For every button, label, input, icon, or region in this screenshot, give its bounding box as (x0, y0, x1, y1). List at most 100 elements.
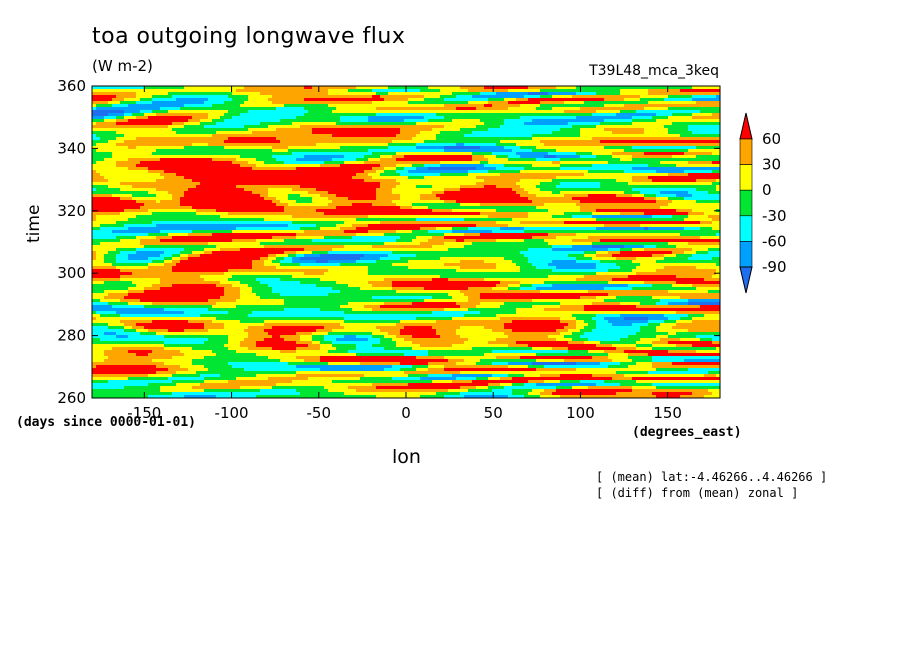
field-cell (620, 122, 625, 126)
field-cell (144, 143, 149, 147)
field-cell (652, 146, 657, 150)
field-cell (400, 104, 405, 108)
field-cell (256, 125, 261, 129)
field-cell (636, 122, 641, 126)
field-cell (716, 128, 721, 132)
field-cell (352, 170, 357, 174)
field-cell (568, 143, 573, 147)
field-cell (672, 173, 677, 177)
field-cell (456, 119, 461, 123)
field-cell (276, 125, 281, 129)
field-cell (600, 176, 605, 180)
field-cell (396, 122, 401, 126)
field-cell (244, 89, 249, 93)
field-cell (288, 95, 293, 99)
field-cell (200, 158, 205, 162)
field-cell (680, 107, 685, 111)
field-cell (280, 146, 285, 150)
field-cell (424, 122, 429, 126)
field-cell (296, 170, 301, 174)
field-cell (268, 137, 273, 141)
field-cell (568, 146, 573, 150)
field-cell (560, 143, 565, 147)
field-cell (548, 164, 553, 168)
field-cell (176, 125, 181, 129)
field-cell (424, 131, 429, 135)
field-cell (252, 167, 257, 171)
field-cell (716, 98, 721, 102)
field-cell (196, 167, 201, 171)
field-cell (196, 89, 201, 93)
field-cell (292, 131, 297, 135)
field-cell (596, 128, 601, 132)
field-cell (116, 98, 121, 102)
field-cell (492, 161, 497, 165)
field-cell (368, 143, 373, 147)
field-cell (508, 173, 513, 177)
field-cell (520, 155, 525, 159)
field-cell (576, 131, 581, 135)
field-cell (108, 152, 113, 156)
field-cell (252, 170, 257, 174)
field-cell (248, 137, 253, 141)
field-cell (372, 176, 377, 180)
field-cell (228, 104, 233, 108)
field-cell (684, 152, 689, 156)
field-cell (184, 131, 189, 135)
field-cell (284, 161, 289, 165)
field-cell (356, 98, 361, 102)
field-cell (240, 122, 245, 126)
field-cell (684, 119, 689, 123)
field-cell (140, 149, 145, 153)
field-cell (640, 119, 645, 123)
field-cell (528, 101, 533, 105)
field-cell (676, 146, 681, 150)
field-cell (692, 146, 697, 150)
field-cell (272, 173, 277, 177)
field-cell (652, 161, 657, 165)
field-cell (336, 86, 341, 90)
field-cell (348, 86, 353, 90)
field-cell (696, 122, 701, 126)
field-cell (700, 101, 705, 105)
field-cell (404, 152, 409, 156)
field-cell (412, 95, 417, 99)
field-cell (376, 125, 381, 129)
field-cell (580, 149, 585, 153)
field-cell (476, 167, 481, 171)
field-cell (340, 104, 345, 108)
field-cell (384, 170, 389, 174)
field-cell (608, 164, 613, 168)
field-cell (648, 149, 653, 153)
field-cell (396, 137, 401, 141)
field-cell (296, 128, 301, 132)
field-cell (604, 116, 609, 120)
field-cell (592, 128, 597, 132)
field-cell (396, 167, 401, 171)
field-cell (624, 170, 629, 174)
field-cell (148, 155, 153, 159)
field-cell (148, 110, 153, 114)
field-cell (236, 170, 241, 174)
field-cell (168, 92, 173, 96)
field-cell (228, 119, 233, 123)
field-cell (524, 119, 529, 123)
field-cell (104, 164, 109, 168)
field-cell (412, 155, 417, 159)
field-cell (224, 164, 229, 168)
field-cell (652, 89, 657, 93)
field-cell (460, 155, 465, 159)
field-cell (600, 146, 605, 150)
field-cell (216, 95, 221, 99)
field-cell (220, 131, 225, 135)
field-cell (128, 131, 133, 135)
field-cell (372, 158, 377, 162)
field-cell (144, 125, 149, 129)
field-cell (228, 146, 233, 150)
field-cell (204, 164, 209, 168)
field-cell (716, 152, 721, 156)
field-cell (264, 161, 269, 165)
field-cell (640, 92, 645, 96)
field-cell (412, 86, 417, 90)
field-cell (340, 116, 345, 120)
